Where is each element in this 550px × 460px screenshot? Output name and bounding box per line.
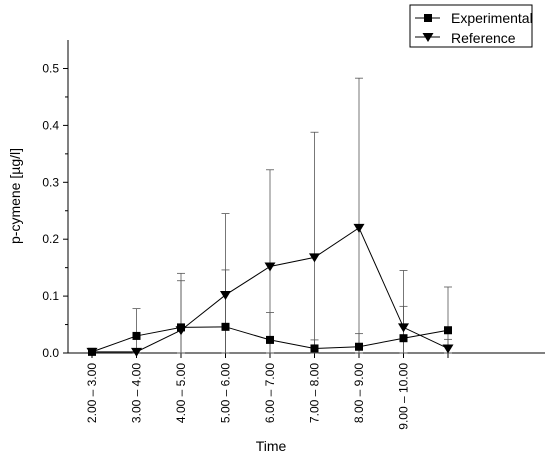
x-tick-label-1: 3.00 – 4.00 bbox=[130, 363, 144, 423]
x-ticks: 2.00 – 3.00 3.00 – 4.00 4.00 – 5.00 5.00 – … bbox=[85, 353, 449, 430]
y-tick-label-0: 0.0 bbox=[42, 346, 59, 360]
x-tick-label-3: 5.00 – 6.00 bbox=[219, 363, 233, 423]
experimental-point-8 bbox=[444, 326, 452, 335]
x-tick-label-5: 7.00 – 8.00 bbox=[308, 363, 322, 423]
error-bars bbox=[132, 77, 452, 354]
y-ticks: 0.0 0.1 0.2 0.3 0.4 0.5 bbox=[42, 62, 68, 360]
legend-label-reference: Reference bbox=[451, 30, 516, 46]
x-tick-label-7: 9.00 – 10.00 bbox=[397, 363, 411, 430]
legend-marker-reference bbox=[422, 33, 434, 42]
y-tick-label-2: 0.2 bbox=[42, 232, 59, 246]
reference-point-8 bbox=[442, 344, 454, 354]
experimental-point-4 bbox=[266, 335, 274, 344]
experimental-point-3 bbox=[221, 322, 230, 331]
markers bbox=[86, 223, 454, 357]
experimental-point-1 bbox=[132, 331, 141, 340]
y-tick-label-5: 0.5 bbox=[42, 62, 59, 76]
experimental-point-5 bbox=[310, 344, 319, 353]
legend-label-experimental: Experimental bbox=[451, 10, 533, 26]
y-tick-label-1: 0.1 bbox=[42, 289, 59, 303]
y-axis-title: p-cymene [µg/l] bbox=[7, 148, 23, 244]
reference-point-4 bbox=[264, 262, 276, 272]
x-axis-title: Time bbox=[256, 438, 287, 454]
x-tick-label-6: 8.00 – 9.00 bbox=[352, 363, 366, 423]
reference-point-7 bbox=[398, 323, 409, 333]
reference-point-6 bbox=[353, 223, 365, 233]
x-tick-label-4: 6.00 – 7.00 bbox=[263, 363, 277, 423]
reference-point-2 bbox=[175, 326, 187, 336]
x-tick-label-2: 4.00 – 5.00 bbox=[174, 363, 188, 423]
reference-point-3 bbox=[220, 290, 231, 300]
legend: Experimental Reference bbox=[409, 4, 533, 48]
experimental-point-6 bbox=[355, 342, 363, 351]
axes bbox=[67, 40, 545, 354]
legend-box bbox=[409, 4, 533, 48]
y-tick-label-3: 0.3 bbox=[42, 175, 59, 189]
reference-point-5 bbox=[309, 253, 320, 263]
x-tick-label-0: 2.00 – 3.00 bbox=[85, 363, 99, 423]
legend-marker-experimental bbox=[424, 14, 432, 22]
y-tick-label-4: 0.4 bbox=[42, 118, 59, 132]
reference-point-1 bbox=[131, 347, 142, 357]
reference-point-0 bbox=[86, 347, 98, 357]
experimental-point-7 bbox=[399, 334, 408, 343]
